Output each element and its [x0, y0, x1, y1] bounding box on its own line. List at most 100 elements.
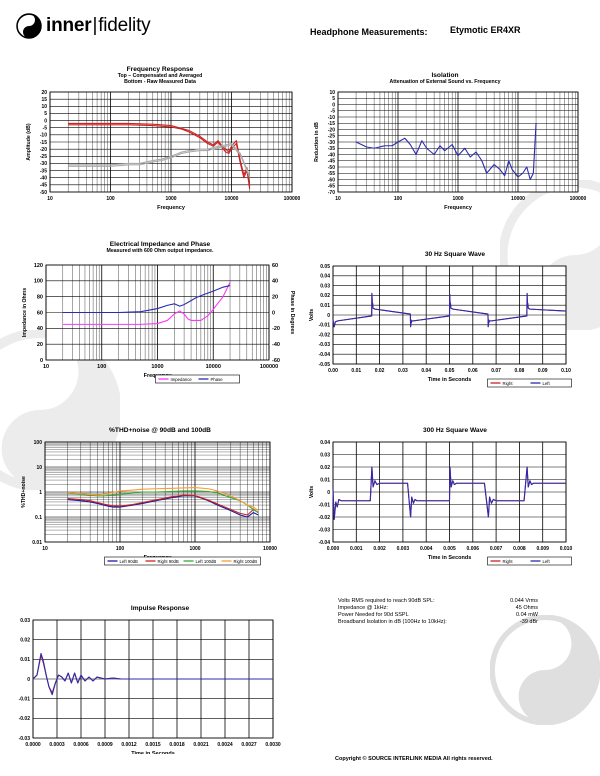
chart-title-block: Frequency Response Top – Compensated and… [60, 66, 260, 85]
x-tick-label: 10 [47, 196, 53, 202]
stats-row: Broadband Isolation in dB (100Hz to 10kH… [338, 619, 538, 626]
frequency-response-chart: 10 100 1000 10000 10000020151050-5-10-15-20-… [26, 90, 300, 211]
impedance-phase-chart: 10 100 1000 10000 100000 0 20 40 60 80 100 120 60 40 2… [22, 263, 295, 384]
y-tick-label: 0.1 [35, 515, 42, 521]
y-tick-label: -10 [40, 133, 47, 139]
chart-title: 30 Hz Square Wave [424, 251, 486, 258]
legend-label: Left 90dB [120, 559, 139, 564]
stats-value: -39 dBr [519, 619, 538, 625]
y-tick-label: -50 [40, 190, 47, 196]
y-tick-label: -0.03 [19, 736, 31, 742]
y-tick-label: 0.01 [320, 303, 330, 309]
legend-label: Impedance [171, 377, 193, 382]
stats-row: Power Needed for 90d SSPL 0.04 mW [338, 612, 538, 619]
y-tick-label: 0.03 [20, 618, 30, 624]
legend-label: Phase [211, 377, 224, 382]
legend-box [487, 556, 572, 566]
y-tick-label: 0 [332, 102, 335, 108]
series-line [62, 285, 231, 314]
stats-label: Broadband Isolation in dB (100Hz to 10kH… [338, 619, 447, 625]
x-tick-label: 0.000 [327, 546, 340, 552]
square-wave-30hz-chart: 0.00 0.01 0.02 0.03 0.04 0.05 0.06 0.07 0.08 0.09… [309, 264, 572, 388]
y-tick-label: 120 [34, 263, 43, 269]
y-tick-label: 100 [34, 440, 43, 446]
y-tick-label: -10 [328, 115, 335, 121]
y-tick-label: -5 [331, 109, 336, 115]
x-tick-label: 0.0018 [169, 742, 185, 748]
y-tick-label: 10 [41, 104, 47, 110]
legend-box [155, 374, 240, 384]
y-tick-label: -50 [328, 165, 335, 171]
legend-box [487, 378, 572, 388]
y-tick-label: -15 [40, 140, 47, 146]
x-tick-label: 10000 [225, 196, 239, 202]
series-line [332, 466, 567, 521]
x-axis-label: Frequency [157, 205, 186, 211]
y-axis-label: Reduction in dB [314, 122, 320, 162]
logo: inner | fidelity [16, 12, 151, 40]
series-line [67, 495, 259, 518]
x-tick-label: 0.0000 [25, 742, 41, 748]
y-tick-label: -45 [40, 183, 47, 189]
x-tick-label: 100000 [570, 196, 587, 202]
y-tick-label: -5 [43, 126, 48, 132]
x-tick-label: 0.0015 [145, 742, 161, 748]
y-axis-label: Volts [309, 309, 315, 321]
y-tick-label: 0 [44, 118, 47, 124]
x-tick-label: 0.07 [491, 368, 501, 374]
logo-text-inner: inner [46, 15, 92, 36]
model-name: Etymotic ER4XR [450, 25, 521, 35]
y-tick-label: -15 [328, 121, 335, 127]
y-tick-label: -0.03 [319, 342, 331, 348]
y-tick-label: 0.02 [20, 637, 30, 643]
chart-title: Isolation [431, 72, 459, 79]
stats-label: Power Needed for 90d SSPL [338, 612, 409, 618]
x-tick-label: 0.0030 [265, 742, 281, 748]
x-tick-label: 10 [335, 196, 341, 202]
y-tick-label: 0.02 [320, 293, 330, 299]
y-tick-label: 10 [36, 465, 42, 471]
legend-label: Left 100dB [196, 559, 217, 564]
legend-box [104, 556, 261, 566]
isolation-chart: 10 100 1000 10000 1000001050-5-10-15-20-25-3… [314, 90, 587, 211]
x-tick-label: 10000 [206, 364, 221, 370]
y-tick-label: -0.01 [319, 502, 331, 508]
x-tick-label: 0.0024 [217, 742, 233, 748]
chart-title-block: Electrical Impedance and Phase Measured … [50, 241, 270, 254]
y-tick-label: 15 [41, 97, 47, 103]
watermark-yin-yang-icon [490, 615, 600, 725]
x-tick-label: 100000 [260, 364, 278, 370]
chart-subtitle: Bottom - Raw Measured Data [124, 79, 196, 85]
y-tick-label: 0 [40, 358, 43, 364]
series-line [32, 652, 273, 696]
y-tick-label: -45 [328, 159, 335, 165]
chart-title: %THD+noise @ 90dB and 100dB [109, 427, 211, 434]
y-tick-label: -0.04 [319, 352, 331, 358]
chart-subtitle: Attenuation of External Sound vs. Freque… [389, 79, 501, 85]
stats-label: Impedance @ 1kHz: [338, 605, 388, 611]
y2-tick-label: 40 [272, 279, 278, 285]
y-axis-label: Amplitude (dB) [26, 123, 32, 160]
series-line [332, 292, 567, 328]
y-tick-label: 0 [27, 677, 30, 683]
y-tick-label: 0.01 [32, 540, 42, 546]
x-tick-label: 0.001 [350, 546, 363, 552]
y-tick-label: 0.01 [20, 657, 30, 663]
y2-tick-label: 20 [272, 294, 278, 300]
y-tick-label: 0.02 [320, 465, 330, 471]
x-tick-label: 0.0009 [97, 742, 113, 748]
y-tick-label: -20 [40, 147, 47, 153]
y-tick-label: 1 [39, 490, 42, 496]
series-line [68, 144, 251, 178]
logo-text-fidelity: fidelity [98, 15, 151, 36]
stats-value: 0.04 mW [515, 612, 538, 618]
stats-value: 45 Ohms [515, 605, 538, 611]
y-tick-label: -20 [328, 127, 335, 133]
y-tick-label: -55 [328, 171, 335, 177]
y-tick-label: 10 [329, 90, 335, 96]
copyright: Copyright © SOURCE INTERLINK MEDIA All r… [335, 756, 493, 762]
y-tick-label: -35 [40, 168, 47, 174]
y-tick-label: 0.03 [320, 452, 330, 458]
page-heading: Headphone Measurements: [310, 27, 428, 37]
x-tick-label: 10 [43, 364, 49, 370]
